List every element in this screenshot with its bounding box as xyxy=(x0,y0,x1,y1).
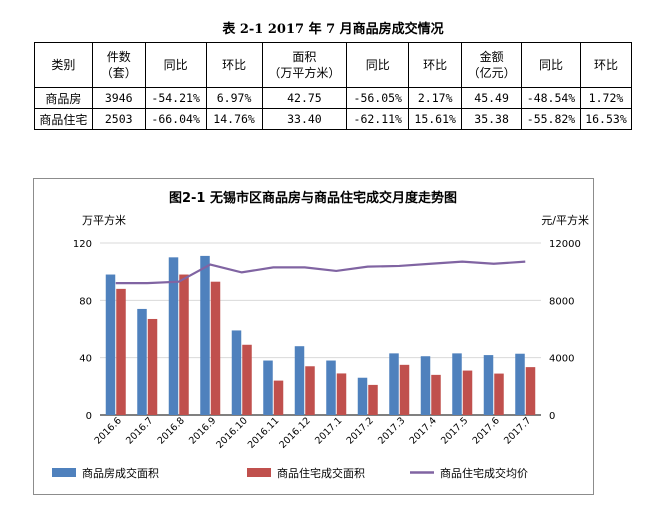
x-tick-label: 2016.8 xyxy=(156,415,187,446)
table-cell: 3946 xyxy=(91,87,146,109)
legend-swatch xyxy=(52,468,76,477)
bar-residential-area xyxy=(368,384,378,415)
table-cell: -56.05% xyxy=(346,87,410,109)
table-header-cell: 环比 xyxy=(205,42,263,88)
table-header-cell: 类别 xyxy=(34,42,93,88)
x-tick-label: 2017.1 xyxy=(313,415,344,446)
bar-commercial-area xyxy=(420,356,431,415)
legend-label: 商品房成交面积 xyxy=(82,466,159,480)
bar-commercial-area xyxy=(168,257,179,415)
table-cell: -54.21% xyxy=(144,87,207,109)
table-title: 表 2-1 2017 年 7 月商品房成交情况 xyxy=(222,22,444,37)
bar-residential-area xyxy=(462,370,473,415)
bar-commercial-area xyxy=(137,308,147,415)
x-tick-label: 2016.6 xyxy=(93,415,124,446)
table-header-cell: 环比 xyxy=(579,42,633,88)
table-cell: -62.11% xyxy=(346,108,410,130)
bar-commercial-area xyxy=(105,274,116,415)
left-tick-label: 120 xyxy=(73,239,92,250)
plot-area: 0 40 80 120 0 4000 8000 12000 2016.6 2016.7 2016.8… xyxy=(73,239,581,451)
table-header-cell: 面积 （万平方米） xyxy=(261,42,348,88)
table-header-row: 类别 件数 （套） 同比 环比 面积 （万平方米） 同比 环比 金额 （亿元） 同比 环比 xyxy=(34,42,633,88)
x-tick-label: 2017.6 xyxy=(471,415,502,446)
x-tick-label: 2017.5 xyxy=(439,415,470,446)
table-cell: 45.49 xyxy=(461,87,523,109)
bar-residential-area xyxy=(242,344,252,415)
right-axis-unit: 元/平方米 xyxy=(541,213,589,227)
row-label-cell: 商品房 xyxy=(34,87,93,109)
table-cell: 33.40 xyxy=(261,108,348,130)
bar-commercial-area xyxy=(294,346,305,415)
bar-commercial-area xyxy=(357,377,368,415)
right-tick-label: 0 xyxy=(549,411,555,422)
bar-commercial-area xyxy=(389,353,399,415)
chart: 图2-1 无锡市区商品房与商品住宅成交月度走势图 万平方米 元/平方米 0 40 8… xyxy=(52,190,589,480)
bar-commercial-area xyxy=(263,360,273,415)
stats-table: 类别 件数 （套） 同比 环比 面积 （万平方米） 同比 环比 金额 （亿元） 同比 环比 商品房 394… xyxy=(34,42,633,130)
x-tick-label: 2016.7 xyxy=(124,415,155,446)
bar-residential-area xyxy=(336,373,347,415)
table-cell: 16.53% xyxy=(579,108,633,130)
table-body: 商品房 3946 -54.21% 6.97% 42.75 -56.05% 2.17% 45.4… xyxy=(34,87,633,130)
x-tick-label: 2017.4 xyxy=(408,415,439,446)
bar-residential-area xyxy=(210,281,221,415)
table-cell: 6.97% xyxy=(205,87,263,109)
bar-residential-area xyxy=(305,366,315,415)
bar-commercial-area xyxy=(483,355,494,415)
bar-commercial-area xyxy=(231,330,242,415)
table-header-cell: 同比 xyxy=(521,42,581,88)
left-tick-label: 40 xyxy=(79,354,92,365)
left-tick-label: 0 xyxy=(86,411,92,422)
table-row: 商品住宅 2503 -66.04% 14.76% 33.40 -62.11% 15.61% 3… xyxy=(34,108,633,130)
right-tick-label: 8000 xyxy=(549,296,574,307)
bar-residential-area xyxy=(273,380,284,415)
chart-title: 图2-1 无锡市区商品房与商品住宅成交月度走势图 xyxy=(169,190,457,206)
bar-residential-area xyxy=(399,364,410,415)
table-header-cell: 同比 xyxy=(346,42,410,88)
legend-label: 商品住宅成交面积 xyxy=(277,466,365,480)
bar-residential-area xyxy=(116,288,126,415)
row-label-cell: 商品住宅 xyxy=(34,108,93,130)
bar-commercial-area xyxy=(452,353,462,415)
x-tick-label: 2017.7 xyxy=(502,415,533,446)
x-tick-label: 2017.3 xyxy=(376,415,407,446)
table-cell: 2.17% xyxy=(408,87,463,109)
legend-swatch xyxy=(247,468,271,477)
table-cell: -66.04% xyxy=(144,108,207,130)
table-cell: -55.82% xyxy=(521,108,581,130)
x-tick-label: 2017.2 xyxy=(345,415,376,446)
bar-residential-area xyxy=(179,274,189,415)
bar-commercial-area xyxy=(515,353,525,415)
right-tick-label: 4000 xyxy=(549,354,574,365)
table-cell: 2503 xyxy=(91,108,146,130)
legend-label: 商品住宅成交均价 xyxy=(440,466,528,480)
bar-residential-area xyxy=(147,318,158,415)
table-cell: 1.72% xyxy=(579,87,633,109)
bar-commercial-area xyxy=(200,255,210,415)
bar-residential-area xyxy=(525,367,536,415)
table-header-cell: 环比 xyxy=(408,42,463,88)
table-header-cell: 件数 （套） xyxy=(91,42,146,88)
table-cell: 14.76% xyxy=(205,108,263,130)
legend: 商品房成交面积 商品住宅成交面积 商品住宅成交均价 xyxy=(52,466,528,480)
left-axis-unit: 万平方米 xyxy=(82,213,126,227)
table-header-cell: 金额 （亿元） xyxy=(461,42,523,88)
right-tick-label: 12000 xyxy=(549,239,581,250)
table-cell: 42.75 xyxy=(261,87,348,109)
bar-residential-area xyxy=(494,373,504,415)
left-tick-label: 80 xyxy=(79,296,92,307)
table-cell: -48.54% xyxy=(521,87,581,109)
table-cell: 15.61% xyxy=(408,108,463,130)
x-tick-label: 2016.12 xyxy=(277,415,313,451)
bar-residential-area xyxy=(431,374,441,415)
chart-frame: 图2-1 无锡市区商品房与商品住宅成交月度走势图 万平方米 元/平方米 0 40 8… xyxy=(33,178,594,495)
x-tick-label: 2016.10 xyxy=(214,415,250,451)
table-cell: 35.38 xyxy=(461,108,523,130)
table-header-cell: 同比 xyxy=(144,42,207,88)
table-row: 商品房 3946 -54.21% 6.97% 42.75 -56.05% 2.17% 45.4… xyxy=(34,87,633,109)
bar-commercial-area xyxy=(326,360,336,415)
line-residential-price xyxy=(115,260,526,285)
x-tick-label: 2016.9 xyxy=(187,415,218,446)
x-tick-label: 2016.11 xyxy=(246,415,282,451)
